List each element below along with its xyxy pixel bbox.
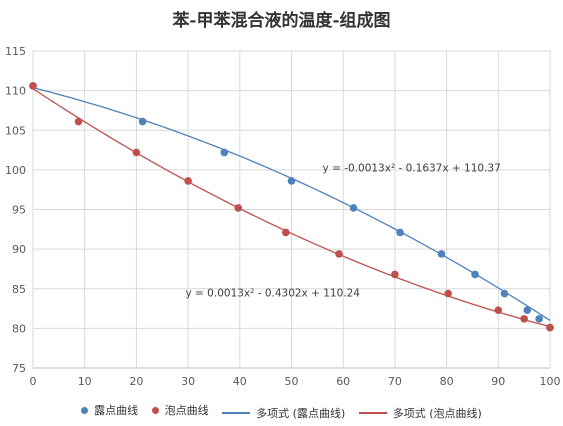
data-point-dew-point [437, 250, 446, 258]
x-tick-label: 30 [181, 375, 195, 388]
legend-label-bubble-point: 泡点曲线 [164, 404, 209, 417]
trendline-equation-bubble-point: y = 0.0013x² - 0.4302x + 110.24 [186, 288, 361, 300]
x-tick-label: 0 [30, 375, 37, 388]
data-point-bubble-point [546, 323, 554, 332]
x-tick-label: 10 [78, 375, 92, 388]
data-point-bubble-point [520, 315, 528, 323]
y-tick-label: 85 [12, 283, 26, 296]
data-point-dew-point [220, 148, 229, 157]
legend-marker-dew-trend [222, 411, 251, 414]
data-point-bubble-point [391, 270, 399, 279]
legend-marker-dew-point [81, 406, 89, 414]
data-point-bubble-point [444, 289, 452, 298]
data-point-bubble-point [234, 204, 243, 212]
data-point-dew-point [287, 177, 296, 185]
y-tick-label: 110 [5, 85, 26, 98]
x-tick-label: 80 [440, 375, 454, 388]
x-tick-label: 100 [540, 375, 561, 388]
legend-label-dew-point: 露点曲线 [94, 404, 139, 417]
data-point-dew-point [396, 228, 404, 237]
y-tick-label: 90 [12, 243, 26, 256]
data-point-dew-point [535, 315, 543, 323]
y-tick-label: 115 [5, 45, 26, 58]
x-tick-label: 50 [285, 375, 299, 388]
data-point-bubble-point [494, 306, 503, 314]
trendline-bubble-point [32, 88, 551, 328]
data-point-bubble-point [184, 177, 192, 185]
data-point-bubble-point [29, 82, 37, 90]
data-point-bubble-point [282, 228, 290, 237]
legend-item-dew-point: 露点曲线 [81, 402, 138, 418]
chart-title: 苯-甲苯混合液的温度-组成图 [172, 11, 391, 31]
x-tick-label: 90 [491, 375, 505, 388]
legend-label-bubble-trend: 多项式 (泡点曲线) [392, 406, 482, 420]
data-point-dew-point [138, 117, 147, 126]
legend-item-bubble-point: 泡点曲线 [151, 402, 209, 418]
legend-label-dew-trend: 多项式 (露点曲线) [256, 406, 346, 420]
data-point-bubble-point [74, 117, 83, 126]
y-tick-label: 95 [12, 204, 26, 217]
data-point-dew-point [500, 289, 509, 298]
y-tick-label: 75 [12, 362, 26, 375]
data-point-bubble-point [335, 250, 343, 258]
data-point-bubble-point [132, 148, 141, 157]
y-tick-label: 105 [5, 124, 26, 137]
y-tick-label: 80 [12, 322, 26, 335]
legend-item-dew-trend: 多项式 (露点曲线) [222, 405, 345, 421]
x-tick-label: 20 [129, 375, 143, 388]
x-tick-label: 70 [388, 375, 402, 388]
x-tick-label: 40 [233, 375, 247, 388]
chart-legend: 露点曲线 泡点曲线 多项式 (露点曲线) 多项式 (泡点曲线) [0, 402, 563, 421]
trendline-equation-dew-point: y = -0.0013x² - 0.1637x + 110.37 [323, 162, 501, 174]
data-point-dew-point [523, 306, 532, 314]
x-tick-label: 60 [336, 375, 350, 388]
y-tick-label: 100 [5, 164, 26, 177]
data-point-dew-point [471, 270, 479, 279]
legend-item-bubble-trend: 多项式 (泡点曲线) [358, 405, 482, 421]
data-point-dew-point [349, 204, 358, 212]
legend-marker-bubble-point [151, 406, 159, 414]
legend-marker-bubble-trend [358, 411, 387, 414]
